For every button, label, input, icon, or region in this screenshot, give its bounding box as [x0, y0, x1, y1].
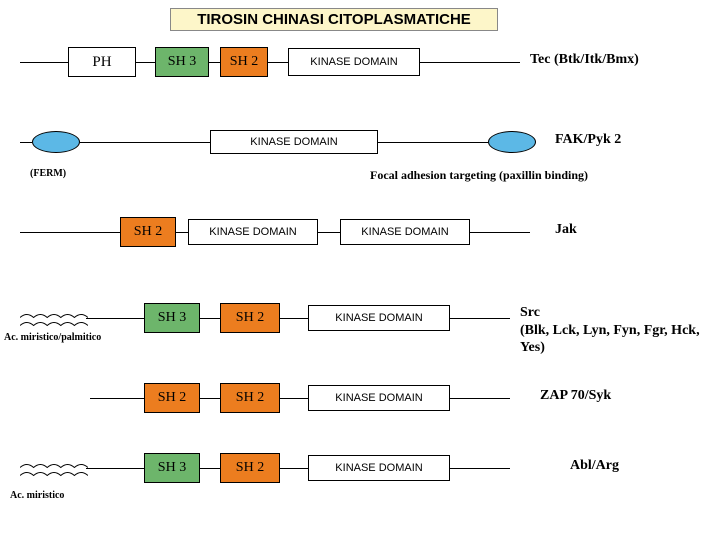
connector-line [200, 398, 220, 399]
domain-box: KINASE DOMAIN [308, 385, 450, 411]
protein-family-label: Abl/Arg [570, 458, 619, 474]
protein-family-label: FAK/Pyk 2 [555, 132, 621, 148]
annotation-label: (FERM) [30, 168, 66, 179]
annotation-label: Ac. miristico/palmitico [4, 332, 101, 343]
domain-box: SH 2 [220, 47, 268, 77]
domain-box: SH 2 [220, 453, 280, 483]
annotation-label: Ac. miristico [10, 490, 64, 501]
connector-line [200, 318, 220, 319]
connector-line [378, 142, 488, 143]
connector-line [20, 62, 68, 63]
domain-box: KINASE DOMAIN [340, 219, 470, 245]
connector-line [86, 468, 144, 469]
lipid-tail-icon [20, 300, 88, 335]
connector-line [450, 468, 510, 469]
connector-line [280, 318, 308, 319]
connector-line [450, 398, 510, 399]
connector-line [280, 398, 308, 399]
connector-line [135, 62, 155, 63]
connector-line [450, 318, 510, 319]
protein-family-label: Src(Blk, Lck, Lyn, Fyn, Fgr, Hck, Yes) [520, 304, 720, 357]
domain-box: KINASE DOMAIN [308, 455, 450, 481]
domain-box: SH 3 [144, 303, 200, 333]
domain-box: SH 2 [220, 303, 280, 333]
connector-line [420, 62, 520, 63]
protein-family-label: Jak [555, 222, 577, 238]
protein-family-label: ZAP 70/Syk [540, 388, 611, 404]
connector-line [176, 232, 188, 233]
diagram-title: TIROSIN CHINASI CITOPLASMATICHE [170, 8, 498, 31]
domain-box: SH 2 [120, 217, 176, 247]
domain-box: KINASE DOMAIN [308, 305, 450, 331]
connector-line [80, 142, 210, 143]
domain-box: SH 3 [144, 453, 200, 483]
protein-family-label: Tec (Btk/Itk/Bmx) [530, 52, 639, 68]
connector-line [268, 62, 288, 63]
domain-box: KINASE DOMAIN [288, 48, 420, 76]
connector-line [200, 468, 220, 469]
connector-line [318, 232, 340, 233]
connector-line [208, 62, 220, 63]
connector-line [86, 318, 144, 319]
lipid-tail-icon [20, 450, 88, 485]
domain-box: KINASE DOMAIN [210, 130, 378, 154]
domain-box: PH [68, 47, 136, 77]
connector-line [280, 468, 308, 469]
domain-ellipse [32, 131, 80, 153]
connector-line [20, 232, 120, 233]
domain-box: KINASE DOMAIN [188, 219, 318, 245]
domain-box: SH 3 [155, 47, 209, 77]
connector-line [470, 232, 530, 233]
connector-line [20, 142, 32, 143]
annotation-label: Focal adhesion targeting (paxillin bindi… [370, 168, 588, 183]
domain-box: SH 2 [144, 383, 200, 413]
domain-box: SH 2 [220, 383, 280, 413]
connector-line [90, 398, 144, 399]
domain-ellipse [488, 131, 536, 153]
